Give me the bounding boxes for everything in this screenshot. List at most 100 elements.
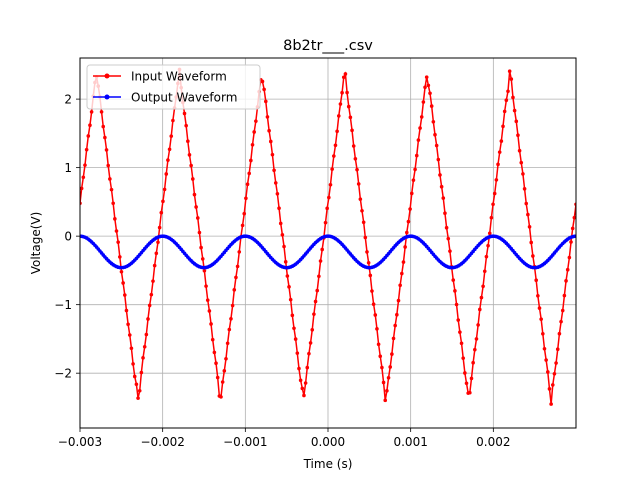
data-point-input-waveform [152, 263, 157, 268]
data-point-input-waveform [186, 139, 190, 143]
data-point-input-waveform [137, 388, 142, 393]
data-point-input-waveform [219, 395, 223, 399]
data-point-input-waveform [534, 278, 538, 283]
data-point-input-waveform [444, 225, 449, 230]
data-point-input-waveform [240, 223, 245, 228]
plot-series [80, 67, 576, 406]
data-point-input-waveform [235, 264, 240, 269]
data-point-input-waveform [391, 336, 396, 341]
data-point-input-waveform [171, 118, 175, 123]
data-point-input-waveform [272, 168, 276, 173]
data-point-input-waveform [210, 337, 215, 342]
data-point-input-waveform [358, 197, 363, 201]
data-point-input-waveform [116, 240, 120, 244]
data-point-input-waveform [283, 260, 288, 264]
data-point-input-waveform [400, 271, 404, 276]
data-point-input-waveform [416, 138, 421, 142]
data-point-input-waveform [151, 279, 155, 283]
data-point-input-waveform [83, 163, 87, 167]
data-point-input-waveform [459, 341, 464, 346]
data-point-input-waveform [355, 167, 359, 172]
data-point-input-waveform [225, 341, 230, 346]
data-point-input-waveform [380, 365, 384, 370]
data-point-input-waveform [531, 254, 535, 258]
data-point-input-waveform [476, 323, 480, 327]
data-point-input-waveform [383, 398, 388, 403]
data-point-input-waveform [147, 303, 152, 308]
data-point-input-waveform [308, 341, 313, 345]
data-point-input-waveform [328, 182, 333, 187]
y-tick-label: −1 [54, 298, 72, 312]
x-tick-label: 0.001 [393, 435, 427, 449]
data-point-input-waveform [481, 284, 485, 289]
data-point-input-waveform [360, 208, 364, 213]
data-point-input-waveform [330, 167, 334, 171]
data-point-input-waveform [343, 72, 348, 76]
data-point-input-waveform [323, 220, 328, 225]
data-point-input-waveform [317, 274, 321, 279]
data-point-input-waveform [434, 143, 439, 148]
data-point-input-waveform [229, 316, 233, 321]
data-point-input-waveform [365, 250, 369, 254]
data-point-input-waveform [497, 150, 502, 154]
data-point-input-waveform [511, 95, 515, 100]
data-point-input-waveform [302, 393, 306, 398]
legend-label-input: Input Waveform [131, 70, 227, 84]
data-point-input-waveform [297, 366, 301, 371]
data-point-input-waveform [139, 370, 144, 375]
data-point-input-waveform [307, 351, 311, 356]
data-point-input-waveform [373, 313, 378, 317]
data-point-input-waveform [458, 330, 462, 334]
data-point-input-waveform [298, 378, 303, 383]
data-point-input-waveform [234, 275, 238, 280]
data-point-input-waveform [287, 285, 291, 289]
data-point-input-waveform [242, 211, 247, 216]
data-point-input-waveform [119, 269, 124, 274]
data-point-input-waveform [567, 255, 572, 260]
data-point-input-waveform [245, 182, 250, 186]
data-point-input-waveform [398, 283, 402, 288]
data-point-input-waveform [162, 187, 167, 192]
data-point-input-waveform [393, 323, 397, 328]
data-point-input-waveform [448, 249, 452, 253]
legend-label-output: Output Waveform [131, 91, 237, 105]
data-point-input-waveform [549, 402, 553, 406]
data-point-input-waveform [428, 91, 432, 96]
data-point-input-waveform [131, 362, 135, 366]
data-point-input-waveform [189, 163, 193, 168]
data-point-input-waveform [564, 279, 568, 283]
data-point-input-waveform [509, 77, 514, 81]
data-point-input-waveform [565, 267, 570, 272]
data-point-input-waveform [81, 175, 86, 180]
data-point-input-waveform [424, 75, 429, 79]
data-point-input-waveform [122, 293, 127, 297]
data-point-input-waveform [134, 382, 139, 387]
data-point-input-waveform [300, 386, 305, 391]
data-point-input-waveform [572, 215, 576, 220]
data-point-input-waveform [312, 312, 316, 316]
data-point-input-waveform [348, 115, 353, 120]
data-point-input-waveform [136, 396, 140, 400]
data-point-input-waveform [103, 135, 107, 140]
data-point-input-waveform [129, 346, 134, 351]
data-point-input-waveform [401, 260, 406, 264]
data-point-input-waveform [336, 114, 341, 118]
data-point-input-waveform [560, 308, 565, 313]
data-point-input-waveform [310, 327, 315, 332]
data-point-input-waveform [443, 211, 447, 215]
data-point-input-waveform [99, 110, 104, 114]
data-point-input-waveform [159, 210, 164, 215]
legend: Input Waveform Output Waveform [86, 64, 261, 110]
data-point-input-waveform [477, 307, 482, 312]
data-point-input-waveform [327, 195, 331, 200]
data-point-input-waveform [421, 100, 426, 104]
y-tick-label: 0 [64, 230, 72, 244]
data-point-input-waveform [541, 332, 545, 336]
data-point-input-waveform [429, 104, 434, 108]
data-point-input-waveform [204, 284, 208, 288]
data-point-input-waveform [227, 327, 232, 332]
data-point-input-waveform [507, 69, 512, 73]
data-point-input-waveform [451, 278, 456, 282]
data-point-input-waveform [338, 102, 343, 106]
